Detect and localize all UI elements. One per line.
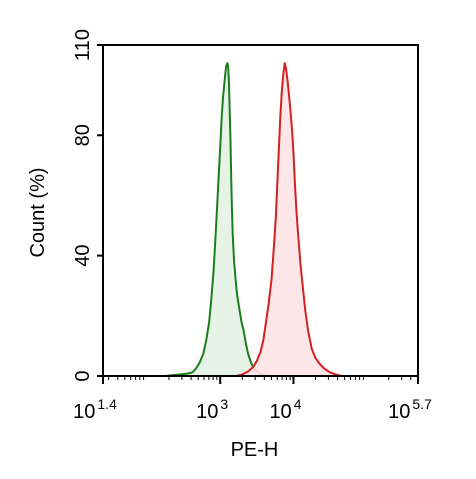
series-2-area (236, 63, 342, 376)
x-axis-ticks: 10 1.4 10 3 10 4 10 5.7 (73, 376, 432, 423)
y-tick-label: 110 (72, 29, 94, 61)
y-tick-label: 40 (72, 245, 94, 267)
y-tick-label: 0 (72, 370, 94, 381)
series-layer (165, 62, 343, 377)
y-tick-label: 80 (72, 124, 94, 146)
x-tick-label: 10 4 (269, 396, 301, 423)
x-tick-label: 10 3 (196, 396, 228, 423)
series-2-line (236, 62, 343, 377)
x-tick-label: 10 1.4 (73, 396, 117, 423)
x-tick-label: 10 5.7 (388, 396, 432, 423)
y-axis-ticks: 0 40 80 110 (72, 29, 103, 382)
series-1-line (165, 62, 269, 377)
y-axis-label: Count (%) (27, 167, 49, 257)
plot-frame (102, 44, 419, 377)
x-minor-ticks (108, 376, 419, 380)
x-axis-label: PE-H (231, 439, 279, 461)
